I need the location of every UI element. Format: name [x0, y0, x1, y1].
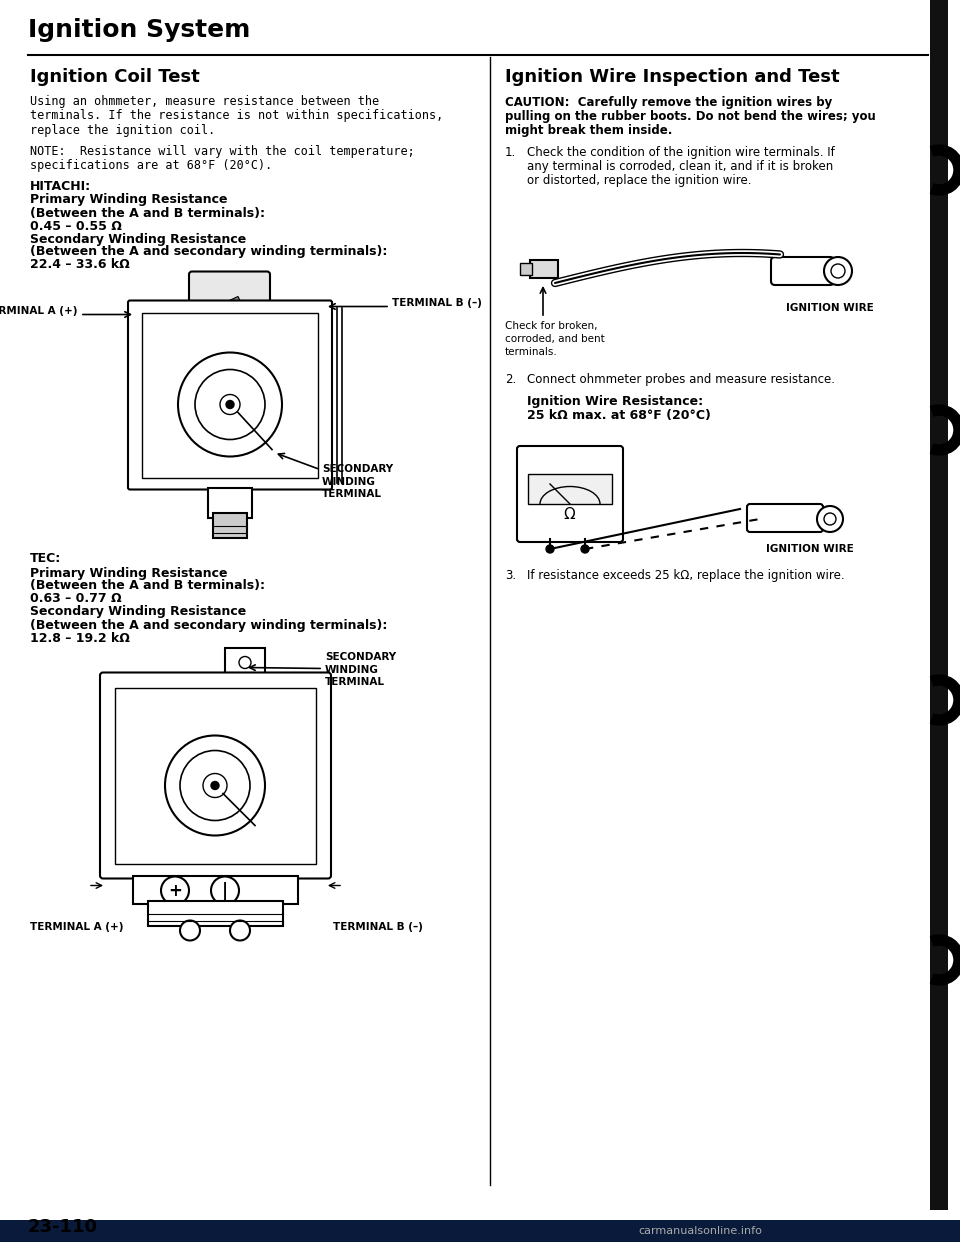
Text: TERMINAL A (+): TERMINAL A (+)	[0, 307, 78, 317]
Text: SECONDARY
WINDING
TERMINAL: SECONDARY WINDING TERMINAL	[322, 465, 394, 499]
Text: 25 kΩ max. at 68°F (20°C): 25 kΩ max. at 68°F (20°C)	[527, 409, 710, 422]
Text: TERMINAL B (–): TERMINAL B (–)	[333, 923, 422, 933]
Text: 2.: 2.	[505, 373, 516, 386]
Text: 0.45 – 0.55 Ω: 0.45 – 0.55 Ω	[30, 220, 122, 232]
Circle shape	[239, 657, 251, 668]
Text: 23-110: 23-110	[28, 1218, 98, 1236]
Bar	[115, 688, 316, 863]
Bar	[208, 488, 252, 518]
Text: CAUTION:  Carefully remove the ignition wires by: CAUTION: Carefully remove the ignition w…	[505, 96, 832, 109]
Text: TERMINAL B (–): TERMINAL B (–)	[392, 298, 482, 308]
Text: (Between the A and B terminals):: (Between the A and B terminals):	[30, 580, 265, 592]
FancyBboxPatch shape	[100, 672, 331, 878]
Bar	[0, 1220, 960, 1242]
Bar	[213, 513, 247, 538]
Bar	[142, 313, 318, 477]
Bar	[528, 474, 612, 504]
FancyBboxPatch shape	[189, 272, 270, 306]
Circle shape	[165, 735, 265, 836]
Circle shape	[203, 774, 227, 797]
Circle shape	[180, 920, 200, 940]
Bar	[133, 876, 298, 903]
Text: (Between the A and B terminals):: (Between the A and B terminals):	[30, 206, 265, 220]
Text: Ignition Coil Test: Ignition Coil Test	[30, 68, 200, 86]
FancyBboxPatch shape	[128, 301, 332, 489]
Text: +: +	[168, 882, 182, 899]
Text: pulling on the rubber boots. Do not bend the wires; you: pulling on the rubber boots. Do not bend…	[505, 111, 876, 123]
Text: specifications are at 68°F (20°C).: specifications are at 68°F (20°C).	[30, 159, 273, 171]
Circle shape	[230, 920, 250, 940]
Polygon shape	[225, 297, 242, 310]
Text: $\Omega$: $\Omega$	[564, 505, 577, 522]
Wedge shape	[930, 935, 960, 985]
Text: If resistance exceeds 25 kΩ, replace the ignition wire.: If resistance exceeds 25 kΩ, replace the…	[527, 569, 845, 582]
Circle shape	[211, 781, 219, 790]
Circle shape	[195, 370, 265, 440]
Circle shape	[161, 877, 189, 904]
Text: NOTE:  Resistance will vary with the coil temperature;: NOTE: Resistance will vary with the coil…	[30, 144, 415, 158]
Text: Primary Winding Resistance: Primary Winding Resistance	[30, 566, 228, 580]
Circle shape	[226, 400, 234, 409]
Text: Ignition Wire Resistance:: Ignition Wire Resistance:	[527, 395, 703, 409]
Text: TEC:: TEC:	[30, 553, 61, 565]
Text: might break them inside.: might break them inside.	[505, 124, 672, 137]
Text: Primary Winding Resistance: Primary Winding Resistance	[30, 194, 228, 206]
Bar	[520, 263, 532, 274]
Wedge shape	[930, 145, 960, 195]
FancyBboxPatch shape	[747, 504, 823, 532]
Text: replace the ignition coil.: replace the ignition coil.	[30, 124, 215, 137]
Circle shape	[581, 545, 589, 553]
Text: 3.: 3.	[505, 569, 516, 582]
Wedge shape	[930, 405, 960, 455]
FancyBboxPatch shape	[517, 446, 623, 542]
Text: 12.8 – 19.2 kΩ: 12.8 – 19.2 kΩ	[30, 631, 130, 645]
Text: HITACHI:: HITACHI:	[30, 180, 91, 193]
Text: Secondary Winding Resistance: Secondary Winding Resistance	[30, 232, 247, 246]
FancyBboxPatch shape	[771, 257, 834, 284]
Polygon shape	[205, 301, 222, 314]
Circle shape	[824, 513, 836, 525]
Text: Secondary Winding Resistance: Secondary Winding Resistance	[30, 606, 247, 619]
Circle shape	[831, 265, 845, 278]
Text: terminals. If the resistance is not within specifications,: terminals. If the resistance is not with…	[30, 109, 444, 123]
Text: 1.: 1.	[505, 147, 516, 159]
Circle shape	[220, 395, 240, 415]
Circle shape	[211, 877, 239, 904]
Text: Connect ohmmeter probes and measure resistance.: Connect ohmmeter probes and measure resi…	[527, 373, 835, 386]
Text: Check for broken,
corroded, and bent
terminals.: Check for broken, corroded, and bent ter…	[505, 320, 605, 358]
Circle shape	[180, 750, 250, 821]
Text: (Between the A and secondary winding terminals):: (Between the A and secondary winding ter…	[30, 246, 388, 258]
Bar	[930, 0, 948, 1210]
Text: (Between the A and secondary winding terminals):: (Between the A and secondary winding ter…	[30, 619, 388, 631]
Text: Check the condition of the ignition wire terminals. If: Check the condition of the ignition wire…	[527, 147, 835, 159]
Text: |: |	[222, 882, 228, 899]
Bar	[148, 900, 283, 925]
Text: Ignition Wire Inspection and Test: Ignition Wire Inspection and Test	[505, 68, 840, 86]
Text: any terminal is corroded, clean it, and if it is broken: any terminal is corroded, clean it, and …	[527, 160, 833, 173]
Circle shape	[817, 505, 843, 532]
Circle shape	[178, 353, 282, 457]
Text: 0.63 – 0.77 Ω: 0.63 – 0.77 Ω	[30, 592, 122, 606]
Text: SECONDARY
WINDING
TERMINAL: SECONDARY WINDING TERMINAL	[325, 652, 396, 687]
Bar	[225, 647, 265, 676]
Text: carmanualsonline.info: carmanualsonline.info	[638, 1226, 762, 1236]
Text: IGNITION WIRE: IGNITION WIRE	[786, 303, 874, 313]
Circle shape	[824, 257, 852, 284]
Text: Ignition System: Ignition System	[28, 17, 251, 42]
Wedge shape	[930, 674, 960, 725]
Text: or distorted, replace the ignition wire.: or distorted, replace the ignition wire.	[527, 174, 752, 188]
Text: Using an ohmmeter, measure resistance between the: Using an ohmmeter, measure resistance be…	[30, 94, 379, 108]
Text: TERMINAL A (+): TERMINAL A (+)	[30, 923, 124, 933]
Bar	[530, 260, 558, 278]
Circle shape	[546, 545, 554, 553]
Text: 22.4 – 33.6 kΩ: 22.4 – 33.6 kΩ	[30, 258, 130, 272]
Text: IGNITION WIRE: IGNITION WIRE	[766, 544, 853, 554]
